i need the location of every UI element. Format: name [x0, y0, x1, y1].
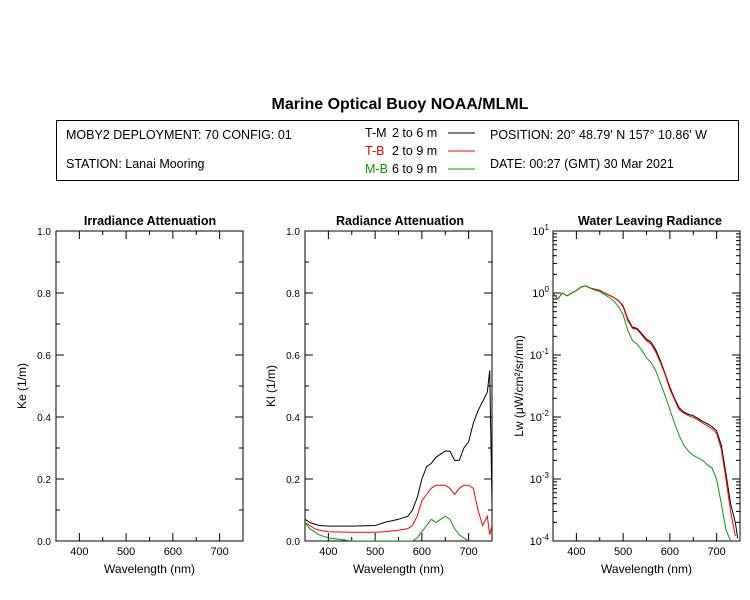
x-axis-label: Wavelength (nm)	[353, 562, 444, 576]
chart-title-irradiance: Irradiance Attenuation	[83, 214, 217, 228]
x-tick-label: 400	[319, 546, 337, 558]
x-tick-label: 600	[661, 546, 679, 558]
x-tick-label: 500	[366, 546, 384, 558]
y-tick-label: 0.2	[37, 475, 51, 486]
y-tick-label: 0.6	[37, 351, 51, 362]
info-panel	[56, 120, 739, 181]
y-tick-label: 1.0	[37, 227, 51, 238]
x-axis-label: Wavelength (nm)	[601, 562, 692, 576]
x-tick-label: 500	[614, 546, 632, 558]
plot-frame-irradiance	[55, 230, 244, 542]
y-tick-label: 10-2	[530, 409, 550, 424]
legend-code-mb: M-B	[365, 162, 388, 176]
x-tick-label: 700	[210, 546, 228, 558]
y-tick-label: 0.0	[37, 537, 51, 548]
legend-range-tm: 2 to 6 m	[392, 126, 438, 140]
legend-range-mb: 6 to 9 m	[392, 162, 438, 176]
x-tick-label: 700	[707, 546, 725, 558]
y-tick-label: 0.8	[37, 289, 51, 300]
y-tick-label: 1.0	[286, 227, 300, 238]
station-text: STATION: Lanai Mooring	[66, 157, 205, 171]
legend-code-tm: T-M	[365, 126, 387, 140]
page-title: Marine Optical Buoy NOAA/MLML	[271, 96, 529, 113]
plot-frame-radiance	[304, 230, 493, 542]
x-tick-label: 500	[117, 546, 135, 558]
series-line-t-b	[553, 285, 736, 537]
x-tick-label: 400	[567, 546, 585, 558]
y-tick-label: 101	[532, 223, 549, 238]
x-tick-label: 700	[459, 546, 477, 558]
series-line-m-b	[305, 515, 469, 541]
series-line-m-b	[553, 285, 732, 541]
y-tick-label: 0.6	[286, 351, 300, 362]
chart-title-radiance: Radiance Attenuation	[335, 214, 465, 228]
y-tick-label: 0.8	[286, 289, 300, 300]
y-axis-label: Ke (1/m)	[15, 363, 29, 409]
plot-frame-water-leaving	[552, 230, 741, 542]
chart-title-water-leaving: Water Leaving Radiance	[577, 214, 723, 228]
y-tick-label: 100	[532, 285, 549, 300]
y-tick-label: 0.4	[286, 413, 300, 424]
series-line-t-m	[305, 370, 492, 527]
position-text: POSITION: 20° 48.79' N 157° 10.86' W	[490, 128, 707, 142]
x-tick-label: 400	[70, 546, 88, 558]
x-tick-label: 600	[164, 546, 182, 558]
y-axis-label: Lw (μW/cm²/sr/nm)	[512, 335, 526, 437]
date-text: DATE: 00:27 (GMT) 30 Mar 2021	[490, 157, 674, 171]
y-tick-label: 10-1	[530, 347, 550, 362]
y-tick-label: 10-4	[530, 533, 550, 548]
y-tick-label: 0.0	[286, 537, 300, 548]
series-line-t-m	[553, 285, 739, 539]
legend-range-tb: 2 to 9 m	[392, 144, 438, 158]
y-tick-label: 10-3	[530, 471, 550, 486]
series-line-t-b	[305, 484, 492, 535]
y-axis-label: Kl (1/m)	[264, 365, 278, 407]
x-tick-label: 600	[413, 546, 431, 558]
legend-code-tb: T-B	[365, 144, 385, 158]
y-tick-label: 0.4	[37, 413, 51, 424]
deployment-text: MOBY2 DEPLOYMENT: 70 CONFIG: 01	[66, 128, 292, 142]
x-axis-label: Wavelength (nm)	[104, 562, 195, 576]
y-tick-label: 0.2	[286, 475, 300, 486]
